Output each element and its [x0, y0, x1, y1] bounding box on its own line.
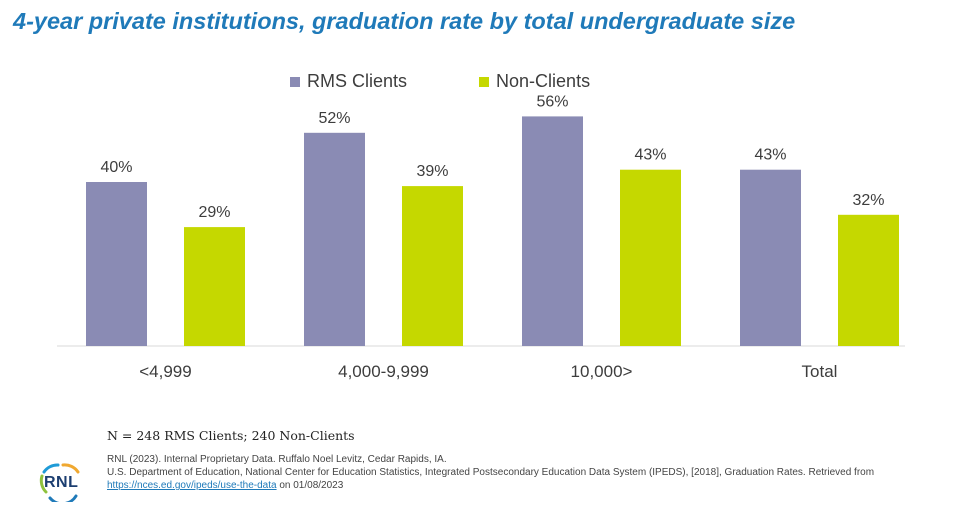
legend-swatch-rms	[290, 76, 300, 87]
category-label-3: Total	[802, 362, 838, 381]
logo-text: RNL	[44, 474, 79, 491]
sample-size-note: N = 248 RMS Clients; 240 Non-Clients	[107, 428, 355, 443]
bar-chart: 40% 29% <4,999 52% 39% 4,000-9,999 56% 43% 10,00…	[57, 93, 905, 381]
source-link[interactable]: https://nces.ed.gov/ipeds/use-the-data	[107, 480, 277, 491]
bar-non-clients-1	[402, 186, 463, 346]
source-line-2-text: U.S. Department of Education, National C…	[107, 467, 875, 478]
data-label-non-clients-0: 29%	[198, 204, 230, 221]
legend-item-non-clients: Non-Clients	[479, 71, 590, 92]
bar-rms-3	[740, 169, 801, 346]
sources: RNL (2023). Internal Proprietary Data. R…	[107, 453, 897, 492]
chart-title: 4-year private institutions, graduation …	[13, 8, 796, 34]
category-label-1: 4,000-9,999	[338, 362, 429, 381]
data-label-non-clients-1: 39%	[416, 163, 448, 180]
source-line-1: RNL (2023). Internal Proprietary Data. R…	[107, 454, 447, 465]
bar-rms-1	[304, 132, 365, 346]
legend: RMS Clients Non-Clients	[290, 71, 590, 92]
legend-item-rms: RMS Clients	[290, 71, 407, 92]
category-label-0: <4,999	[139, 362, 191, 381]
bar-non-clients-3	[838, 214, 899, 346]
legend-label-non-clients: Non-Clients	[496, 71, 591, 91]
bar-rms-0	[86, 182, 147, 346]
data-label-rms-3: 43%	[754, 147, 786, 164]
data-label-non-clients-3: 32%	[852, 192, 884, 209]
source-line-2: U.S. Department of Education, National C…	[107, 466, 897, 492]
data-label-rms-1: 52%	[318, 110, 350, 127]
data-label-rms-2: 56%	[536, 93, 568, 110]
data-label-non-clients-2: 43%	[634, 147, 666, 164]
legend-swatch-non-clients	[479, 76, 490, 87]
data-label-rms-0: 40%	[100, 159, 132, 176]
source-line-2-end: on 01/08/2023	[279, 480, 344, 491]
bar-rms-2	[522, 116, 583, 347]
bar-non-clients-2	[620, 169, 681, 346]
legend-label-rms: RMS Clients	[307, 71, 408, 91]
rnl-swirl-logo-icon	[39, 463, 80, 502]
category-label-2: 10,000>	[571, 362, 633, 381]
bar-non-clients-0	[184, 227, 245, 346]
